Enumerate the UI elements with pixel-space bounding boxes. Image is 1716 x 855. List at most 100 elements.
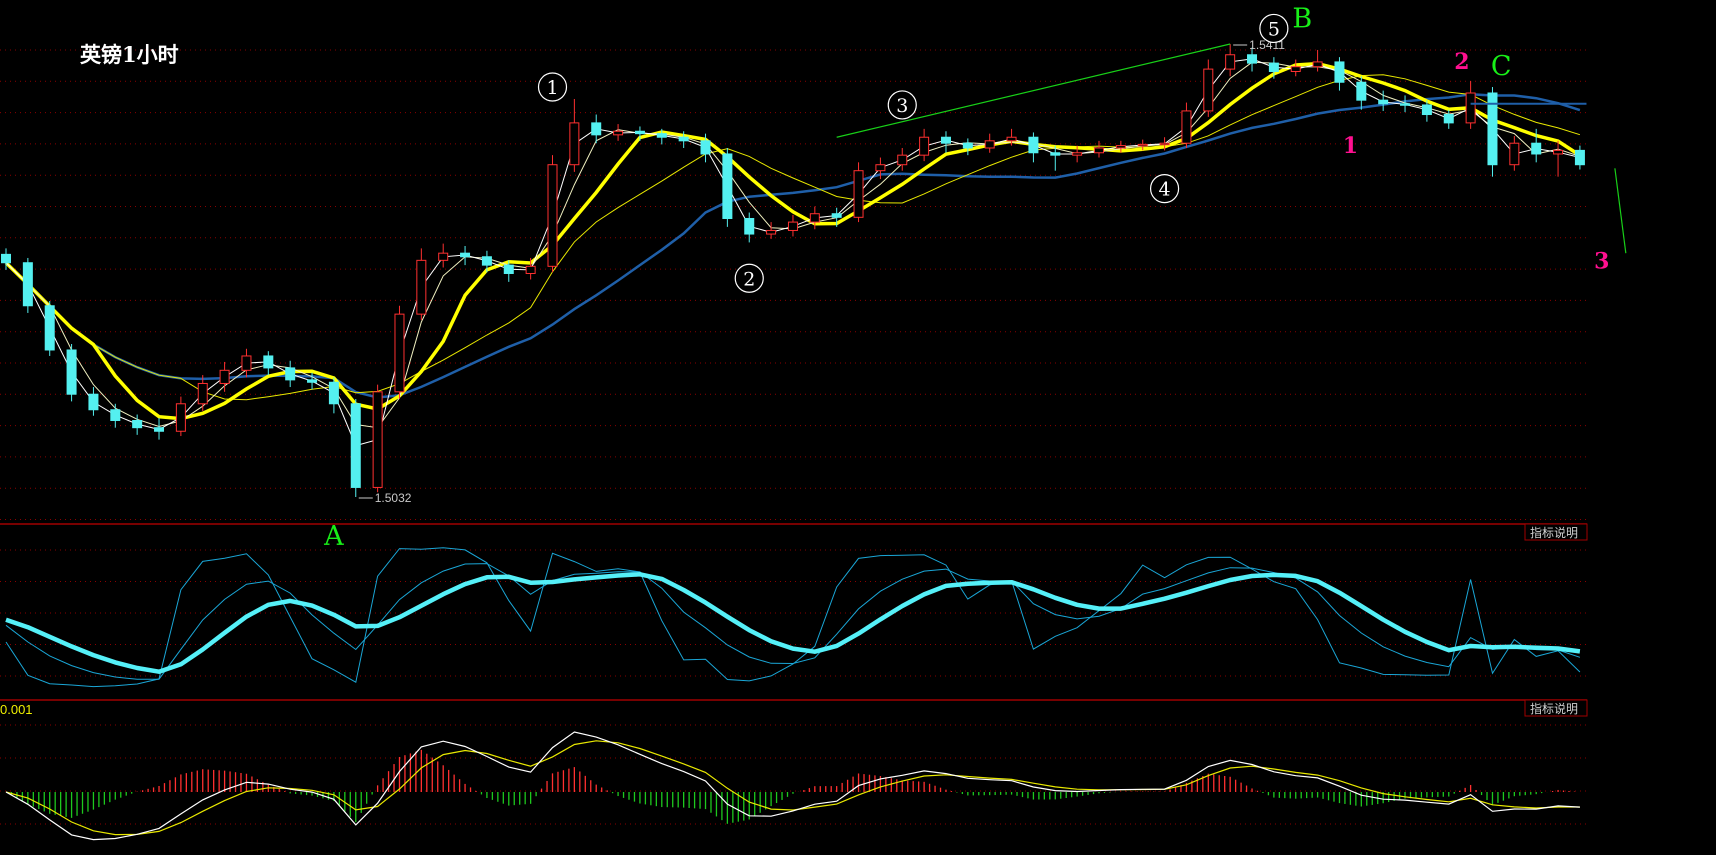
candle-body <box>394 313 405 393</box>
candle-body <box>1443 114 1454 124</box>
candle-body <box>613 130 624 136</box>
oscillator-d-line <box>5 572 1581 674</box>
candle <box>132 414 143 435</box>
candle <box>1531 128 1542 163</box>
trendline <box>1614 168 1627 254</box>
candle-body <box>940 136 951 144</box>
candle <box>897 147 908 171</box>
candle <box>394 305 405 399</box>
candle-body <box>110 409 121 422</box>
candle-body <box>1334 61 1345 83</box>
candle <box>1290 59 1301 77</box>
candle <box>525 257 536 280</box>
candle <box>1421 100 1432 122</box>
candle-body <box>1159 142 1170 146</box>
candle <box>241 348 252 378</box>
candle <box>1181 102 1192 148</box>
candle <box>940 131 951 153</box>
candle <box>66 344 77 402</box>
candle <box>1356 76 1367 110</box>
candle-body <box>132 420 143 429</box>
candle <box>416 248 427 321</box>
candle <box>744 212 755 243</box>
candle-body <box>1115 145 1126 149</box>
candle-body <box>634 130 645 135</box>
wave-number-label: 3 <box>896 95 908 117</box>
candle <box>219 361 230 392</box>
candle <box>722 147 733 227</box>
candle-body <box>1553 149 1564 155</box>
candle-body <box>88 393 99 411</box>
indicator-info-button-macd[interactable]: 指标说明 <box>1524 699 1588 717</box>
candle-body <box>1421 104 1432 116</box>
ma-medium-line <box>5 61 1581 429</box>
candle-body <box>722 153 733 220</box>
candle <box>350 398 361 497</box>
candle-body <box>1378 99 1389 105</box>
wave-letter-label: B <box>1292 3 1312 34</box>
macd-dea-line <box>5 740 1580 836</box>
macd-panel <box>5 731 1580 841</box>
candle-body <box>372 391 383 488</box>
candle <box>1028 132 1039 163</box>
candle-body <box>1072 152 1083 156</box>
candle-body <box>569 122 580 166</box>
candle-body <box>1290 66 1301 72</box>
indicator-info-label: 指标说明 <box>1530 701 1578 716</box>
candle <box>1115 140 1126 153</box>
candle <box>766 222 777 239</box>
candle-body <box>853 170 864 218</box>
candle-body <box>919 136 930 156</box>
candle <box>1400 95 1411 113</box>
candle-body <box>66 349 77 395</box>
candle <box>263 351 274 376</box>
macd-dif-line <box>5 731 1580 841</box>
indicator-info-button-oscillator[interactable]: 指标说明 <box>1524 523 1588 541</box>
candle-body <box>44 305 55 351</box>
candle-body <box>438 252 449 261</box>
candle <box>1 248 11 270</box>
candle <box>1203 59 1214 117</box>
candle-body <box>1247 54 1258 64</box>
candle <box>547 155 558 273</box>
candle-body <box>1225 54 1236 70</box>
candle <box>1553 140 1564 177</box>
candle-body <box>1574 149 1585 166</box>
candle-body <box>1465 92 1476 124</box>
grid-lines <box>0 49 1587 825</box>
candle <box>678 131 689 148</box>
candle-body <box>22 262 33 307</box>
candle <box>88 387 99 416</box>
macd-scale-label: 0.001 <box>0 702 33 717</box>
candle-body <box>787 221 798 231</box>
candle-body <box>154 427 165 432</box>
candle-body <box>1400 103 1411 106</box>
candle-body <box>1203 68 1214 112</box>
candle-body <box>1181 110 1192 144</box>
wave-circle <box>734 263 764 293</box>
wave-circle <box>887 90 917 120</box>
candle-body <box>285 367 296 381</box>
moving-averages <box>4 58 1581 447</box>
ma-fast-line <box>5 58 1581 447</box>
indicator-info-label: 指标说明 <box>1530 525 1578 540</box>
candle-body <box>875 164 886 172</box>
candle <box>1137 139 1148 151</box>
candle <box>1094 140 1104 158</box>
candle-body <box>263 355 274 369</box>
wave-number-label: 4 <box>1159 179 1171 201</box>
candle-body <box>766 229 777 235</box>
candle <box>1378 90 1389 111</box>
trendline <box>836 43 1231 138</box>
wave-number-label: 2 <box>743 268 755 290</box>
wave-number-label: 5 <box>1268 18 1280 40</box>
candle-body <box>307 379 318 383</box>
candle-body <box>1531 142 1542 155</box>
candle-body <box>809 213 820 223</box>
candle <box>481 250 492 273</box>
candles <box>1 44 1585 497</box>
candle <box>460 245 471 266</box>
ma-slow-line <box>5 74 1581 401</box>
